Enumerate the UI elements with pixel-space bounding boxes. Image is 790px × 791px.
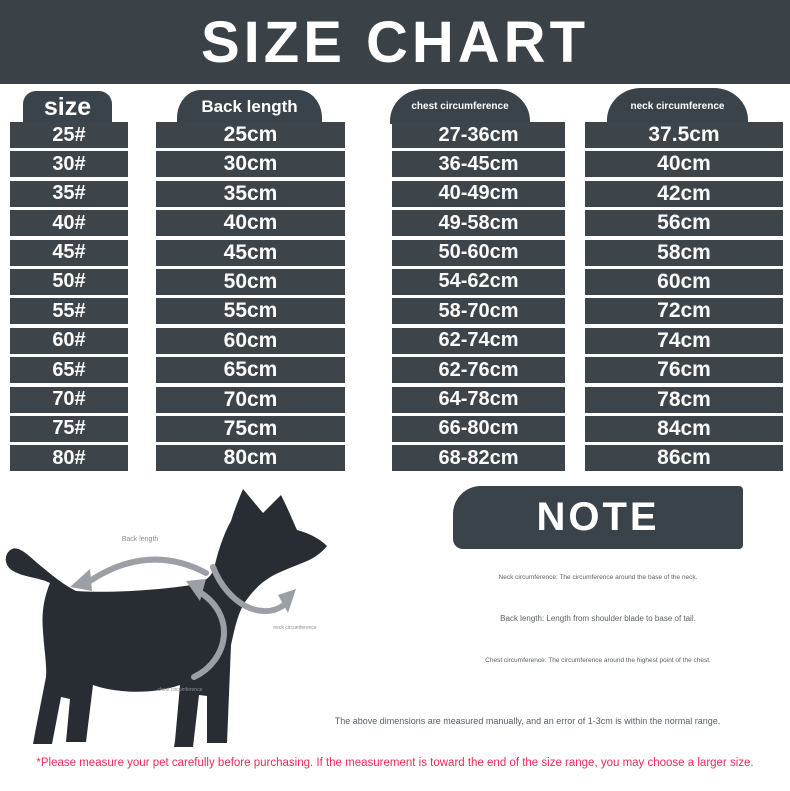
- table-cell: 76cm: [585, 357, 783, 384]
- back-length-column-header: Back length: [177, 90, 322, 124]
- table-cell: 40cm: [585, 151, 783, 178]
- neck-circumference-column: 37.5cm 40cm 42cm 56cm 58cm 60cm 72cm 74c…: [585, 122, 783, 475]
- dog-measurement-diagram: Back length neck circumference chest cir…: [0, 483, 335, 773]
- table-cell: 78cm: [585, 386, 783, 413]
- chest-circumference-column-header: chest circumference: [390, 89, 530, 124]
- table-cell: 62-76cm: [392, 357, 565, 384]
- purchase-warning-text: *Please measure your pet carefully befor…: [36, 757, 754, 769]
- table-cell: 86cm: [585, 445, 783, 472]
- table-cell: 40-49cm: [392, 180, 565, 207]
- table-cell: 37.5cm: [585, 122, 783, 148]
- back-length-arrow: [70, 556, 209, 591]
- table-cell: 75cm: [156, 415, 345, 442]
- table-cell: 70#: [10, 386, 128, 413]
- table-cell: 60#: [10, 327, 128, 354]
- table-cell: 65#: [10, 357, 128, 384]
- measurement-disclaimer: The above dimensions are measured manual…: [334, 716, 721, 726]
- size-column-header: size: [23, 91, 112, 124]
- table-cell: 25#: [10, 122, 128, 148]
- table-cell: 66-80cm: [392, 415, 565, 442]
- table-cell: 36-45cm: [392, 151, 565, 178]
- table-cell: 45#: [10, 239, 128, 266]
- table-cell: 62-74cm: [392, 327, 565, 354]
- dog-silhouette: [5, 489, 327, 747]
- note-line-chest: Chest circumference: The circumference a…: [485, 657, 711, 664]
- table-cell: 80#: [10, 445, 128, 472]
- table-cell: 68-82cm: [392, 445, 565, 472]
- table-cell: 27-36cm: [392, 122, 565, 148]
- table-cell: 40cm: [156, 210, 345, 237]
- note-title: NOTE: [536, 495, 660, 539]
- table-cell: 55#: [10, 298, 128, 325]
- back-length-column: 25cm 30cm 35cm 40cm 45cm 50cm 55cm 60cm …: [156, 122, 345, 475]
- table-cell: 58cm: [585, 239, 783, 266]
- table-cell: 42cm: [585, 180, 783, 207]
- table-cell: 56cm: [585, 210, 783, 237]
- table-cell: 45cm: [156, 239, 345, 266]
- neck-circumference-column-header: neck circumference: [607, 88, 748, 124]
- table-cell: 60cm: [156, 327, 345, 354]
- table-cell: 60cm: [585, 268, 783, 295]
- page-title: SIZE CHART: [201, 9, 589, 75]
- back-length-diagram-label: Back length: [122, 536, 159, 543]
- table-cell: 50-60cm: [392, 239, 565, 266]
- table-cell: 58-70cm: [392, 298, 565, 325]
- table-cell: 64-78cm: [392, 386, 565, 413]
- neck-circumference-arrow: [210, 564, 296, 615]
- table-cell: 50cm: [156, 268, 345, 295]
- table-cell: 50#: [10, 268, 128, 295]
- table-cell: 72cm: [585, 298, 783, 325]
- table-cell: 84cm: [585, 415, 783, 442]
- chest-circumference-diagram-label: chest circumference: [158, 687, 203, 693]
- title-banner: SIZE CHART: [0, 0, 790, 84]
- table-cell: 55cm: [156, 298, 345, 325]
- table-cell: 35cm: [156, 180, 345, 207]
- neck-circumference-diagram-label: neck circumference: [273, 625, 317, 631]
- table-cell: 54-62cm: [392, 268, 565, 295]
- table-cell: 75#: [10, 415, 128, 442]
- size-column: 25# 30# 35# 40# 45# 50# 55# 60# 65# 70# …: [10, 122, 128, 475]
- table-cell: 25cm: [156, 122, 345, 148]
- table-cell: 30#: [10, 151, 128, 178]
- table-cell: 65cm: [156, 357, 345, 384]
- table-cell: 80cm: [156, 445, 345, 472]
- table-cell: 40#: [10, 210, 128, 237]
- table-cell: 74cm: [585, 327, 783, 354]
- chest-circumference-column: 27-36cm 36-45cm 40-49cm 49-58cm 50-60cm …: [392, 122, 565, 475]
- table-cell: 70cm: [156, 386, 345, 413]
- table-cell: 35#: [10, 180, 128, 207]
- note-line-neck: Neck circumference: The circumference ar…: [498, 574, 698, 581]
- note-banner: NOTE: [453, 486, 743, 549]
- note-line-back: Back length: Length from shoulder blade …: [500, 614, 696, 623]
- table-cell: 49-58cm: [392, 210, 565, 237]
- chest-circumference-arrow: [186, 579, 227, 680]
- table-cell: 30cm: [156, 151, 345, 178]
